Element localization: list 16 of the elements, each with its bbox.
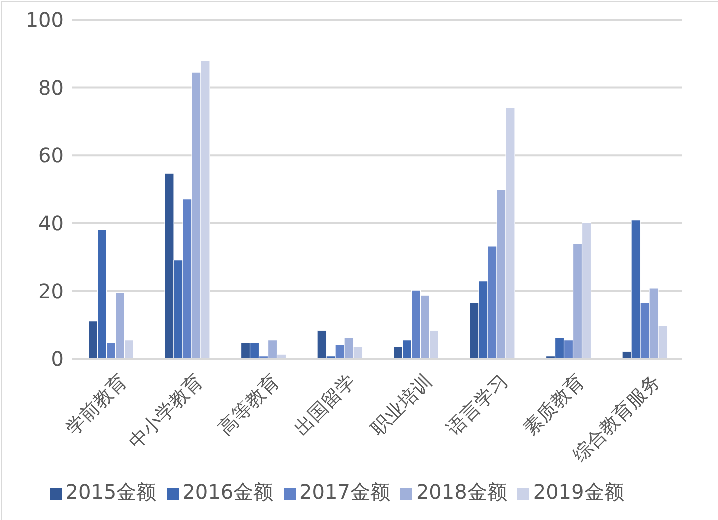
y-tick-label: 0 bbox=[51, 347, 64, 372]
legend-label: 2017金额 bbox=[300, 480, 390, 504]
legend-label: 2015金额 bbox=[66, 480, 157, 504]
x-tick-label: 语言学习 bbox=[443, 370, 513, 440]
y-tick-label: 80 bbox=[38, 76, 64, 100]
x-tick-label: 高等教育 bbox=[214, 370, 284, 440]
y-tick-label: 40 bbox=[38, 212, 64, 236]
x-tick-label: 出国留学 bbox=[290, 370, 360, 440]
y-tick-label: 100 bbox=[26, 8, 64, 32]
legend-label: 2016金额 bbox=[182, 480, 274, 504]
y-tick-label: 60 bbox=[38, 144, 64, 168]
y-tick-label: 20 bbox=[38, 279, 64, 304]
legend-label: 2019金额 bbox=[533, 480, 624, 504]
x-tick-label: 职业培训 bbox=[366, 370, 436, 440]
x-tick-label: 素质教育 bbox=[519, 370, 589, 440]
legend-label: 2018金额 bbox=[416, 480, 508, 504]
